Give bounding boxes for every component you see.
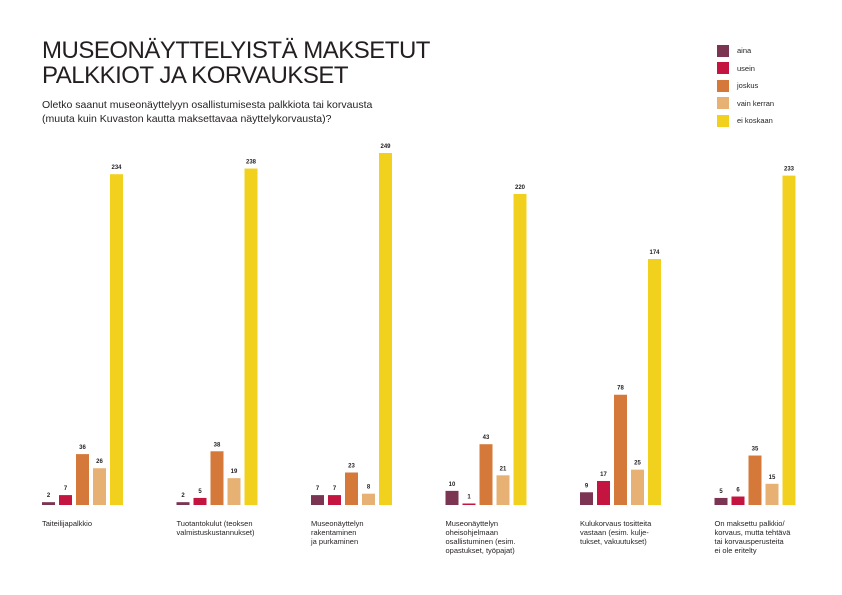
data-label: 249 xyxy=(380,144,391,150)
bar-vain-kerran xyxy=(362,493,375,505)
bar-ei-koskaan xyxy=(110,174,123,505)
bar-ei-koskaan xyxy=(379,153,392,505)
data-label: 38 xyxy=(214,442,221,448)
chart-legend: aina usein joskus vain kerran ei koskaan xyxy=(717,42,774,130)
legend-swatch xyxy=(717,114,729,127)
data-label: 19 xyxy=(231,469,238,475)
bar-aina xyxy=(445,490,459,505)
bar-usein xyxy=(462,503,476,505)
data-label: 26 xyxy=(96,459,103,465)
data-label: 78 xyxy=(617,386,624,392)
data-label: 7 xyxy=(333,486,337,492)
bar-joskus xyxy=(614,394,627,505)
bar-usein xyxy=(59,495,72,505)
legend-swatch xyxy=(717,97,729,110)
category-label: Taiteilijapalkkio xyxy=(42,519,92,528)
bar-ei-koskaan xyxy=(782,175,796,505)
data-label: 25 xyxy=(634,461,641,467)
data-label: 36 xyxy=(79,445,86,451)
bar-usein xyxy=(597,480,610,505)
bar-aina xyxy=(42,502,55,505)
bar-usein xyxy=(193,497,207,505)
data-label: 8 xyxy=(367,485,371,491)
legend-swatch xyxy=(717,62,729,75)
data-label: 220 xyxy=(515,185,526,191)
legend-item: vain kerran xyxy=(717,95,774,113)
data-label: 23 xyxy=(348,463,355,469)
category-label: Kulukorvaus tositteita vastaan (esim. kul… xyxy=(580,519,652,546)
bar-ei-koskaan xyxy=(513,193,527,506)
data-label: 5 xyxy=(198,489,202,495)
bar-vain-kerran xyxy=(496,475,510,505)
data-label: 15 xyxy=(769,475,776,481)
bar-joskus xyxy=(76,454,89,505)
legend-label: vain kerran xyxy=(737,98,775,108)
category-label: Tuotantokulut (teoksen valmistuskustannuk… xyxy=(177,519,255,537)
bar-vain-kerran xyxy=(631,469,644,505)
bar-ei-koskaan xyxy=(244,168,258,505)
bar-joskus xyxy=(748,455,762,505)
legend-label: usein xyxy=(737,63,755,73)
data-label: 6 xyxy=(736,488,740,494)
legend-item: usein xyxy=(717,60,774,78)
bar-joskus xyxy=(210,451,224,505)
data-label: 174 xyxy=(649,250,660,256)
data-label: 35 xyxy=(752,447,759,453)
data-label: 2 xyxy=(47,493,51,499)
bar-joskus xyxy=(345,472,358,505)
data-label: 234 xyxy=(111,165,122,171)
bar-usein xyxy=(328,495,341,505)
data-label: 21 xyxy=(500,466,507,472)
data-label: 5 xyxy=(719,489,723,495)
bar-joskus xyxy=(479,444,493,505)
bar-vain-kerran xyxy=(93,468,106,505)
legend-label: ei koskaan xyxy=(737,116,773,126)
bar-aina xyxy=(580,492,593,505)
data-label: 238 xyxy=(246,160,257,166)
category-label: Museonäyttelyn oheisohjelmaan osallistumin… xyxy=(446,519,516,555)
chart-title: MUSEONÄYTTELYISTÄ MAKSETUT PALKKIOT JA K… xyxy=(42,37,430,89)
data-label: 7 xyxy=(316,486,320,492)
legend-label: joskus xyxy=(737,81,759,91)
legend-swatch xyxy=(717,79,729,92)
bar-usein xyxy=(731,496,745,505)
data-label: 7 xyxy=(64,486,68,492)
legend-item: aina xyxy=(717,42,774,60)
bar-aina xyxy=(714,497,728,505)
bar-aina xyxy=(176,502,190,505)
legend-swatch xyxy=(717,44,729,57)
data-label: 2 xyxy=(181,493,185,499)
category-label: On maksettu palkkio/korvaus, mutta tehtä… xyxy=(715,519,792,555)
category-label: Museonäyttelyn rakentaminen ja purkaminen xyxy=(310,519,364,546)
bar-vain-kerran xyxy=(227,478,241,505)
data-label: 10 xyxy=(449,482,456,488)
legend-item: joskus xyxy=(717,77,774,95)
bar-ei-koskaan xyxy=(648,259,661,505)
legend-label: aina xyxy=(737,46,752,56)
chart-subtitle: Oletko saanut museonäyttelyyn osallistum… xyxy=(42,99,373,125)
bar-vain-kerran xyxy=(765,483,779,505)
data-label: 17 xyxy=(600,472,607,478)
bar-aina xyxy=(311,495,324,505)
legend-item: ei koskaan xyxy=(717,112,774,130)
data-label: 9 xyxy=(585,483,589,489)
data-label: 233 xyxy=(784,167,795,173)
data-label: 43 xyxy=(483,435,490,441)
data-label: 1 xyxy=(467,495,471,501)
